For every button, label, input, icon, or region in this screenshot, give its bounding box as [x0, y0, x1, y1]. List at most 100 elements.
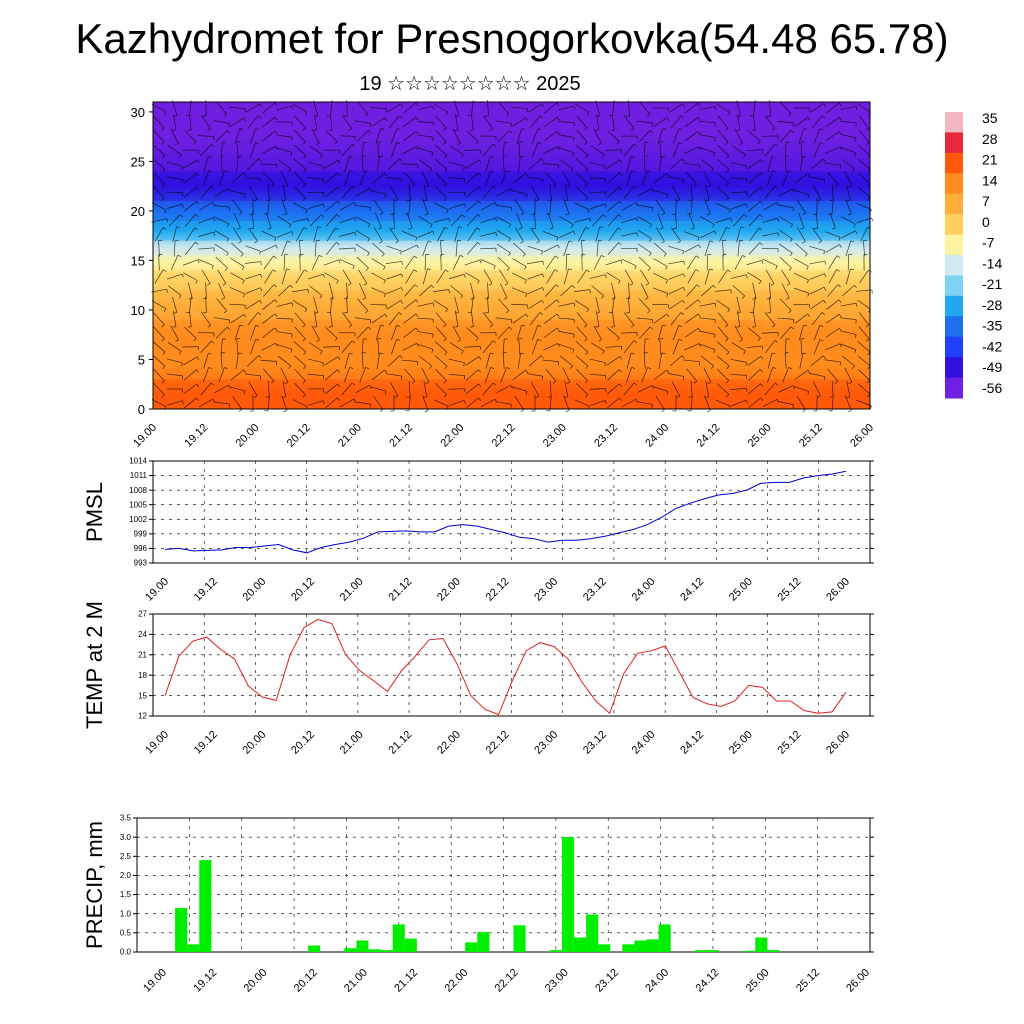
colorbar-label-5: 0: [982, 214, 990, 230]
wind-barb: [752, 296, 756, 313]
wind-barb-flag: [846, 396, 851, 398]
wind-barb: [201, 115, 211, 129]
wind-barb-flag: [504, 283, 509, 286]
precip-x-tick-0: 19.00: [141, 967, 169, 995]
wind-barb: [402, 230, 418, 238]
wind-barb: [215, 326, 228, 339]
wind-barb: [293, 355, 307, 367]
colorbar-swatch-11: [945, 336, 963, 358]
wind-barb-flag: [477, 214, 481, 218]
wind-barb-flag: [678, 339, 683, 341]
wind-barb-flag: [457, 339, 461, 342]
wind-barb-flag: [777, 232, 779, 237]
wind-barb-flag: [724, 324, 729, 328]
wind-barb-flag: [743, 350, 746, 355]
wind-barb-flag: [432, 137, 434, 142]
wind-barb-flag: [236, 227, 241, 230]
wind-barb-flag: [493, 382, 497, 386]
wind-barb-flag: [854, 349, 857, 354]
wind-barb-flag: [211, 144, 215, 148]
wind-barb: [558, 302, 575, 307]
wind-barb: [746, 259, 763, 266]
wind-barb: [699, 105, 716, 111]
wind-barb: [576, 129, 588, 143]
wind-barb-flag: [535, 395, 539, 399]
wind-barb: [361, 352, 364, 369]
wind-barb: [370, 287, 386, 295]
wind-barb: [542, 163, 559, 166]
wind-barb: [408, 198, 411, 215]
wind-barb: [668, 373, 684, 377]
wind-barb: [166, 161, 183, 167]
wind-barb-flag: [838, 102, 842, 107]
wind-barb-flag: [351, 340, 356, 344]
wind-barb: [655, 199, 666, 214]
wind-barb: [607, 214, 620, 227]
pmsl-ytick-3: 1002: [129, 515, 147, 524]
wind-barb: [401, 359, 418, 362]
wind-barb-flag: [478, 186, 482, 191]
wind-barb: [543, 313, 558, 324]
wind-barb: [218, 367, 225, 383]
wind-barb-flag: [525, 391, 528, 395]
colorbar-swatch-13: [945, 377, 963, 399]
wind-barb: [858, 129, 870, 143]
wind-barb: [185, 241, 196, 255]
wind-barb: [608, 227, 619, 242]
wind-barb: [294, 326, 306, 339]
wind-barb: [826, 102, 840, 114]
pmsl-x-tick-14: 26.00: [824, 576, 852, 604]
wind-barb-flag: [713, 152, 716, 157]
wind-barb-flag: [367, 238, 370, 242]
wind-barb: [499, 283, 508, 299]
wind-barb-flag: [725, 380, 729, 384]
wind-barb: [636, 317, 653, 320]
wind-barb: [717, 369, 729, 381]
wind-barb: [857, 172, 871, 185]
heatmap-ytick-4: 20: [131, 204, 145, 219]
wind-barb: [560, 284, 573, 297]
wind-barb-flag: [181, 400, 184, 405]
wind-barb-flag: [443, 380, 447, 384]
colorbar-swatch-10: [945, 316, 963, 338]
wind-barb-flag: [384, 172, 388, 177]
heatmap-x-tick-3: 20.12: [285, 422, 313, 450]
wind-barb: [341, 143, 353, 157]
wind-barb: [624, 269, 634, 284]
wind-barb: [626, 353, 632, 369]
wind-barb-flag: [817, 199, 821, 202]
wind-barb: [637, 188, 652, 197]
wind-barb: [562, 367, 571, 383]
wind-barb-flag: [273, 284, 277, 288]
wind-barb: [250, 339, 256, 355]
wind-barb: [840, 106, 857, 110]
colorbar-swatch-0: [945, 112, 963, 133]
wind-barb: [329, 310, 333, 327]
wind-barb-flag: [636, 232, 638, 237]
wind-barb-flag: [736, 312, 741, 314]
wind-barb: [527, 260, 543, 265]
wind-barb-flag: [163, 111, 167, 116]
wind-barb: [465, 159, 480, 169]
wind-barb-flag: [566, 185, 571, 188]
wind-barb: [375, 212, 382, 228]
wind-barb: [403, 116, 417, 128]
wind-barb-flag: [257, 115, 262, 119]
wind-barb-flag: [505, 113, 510, 117]
wind-barb: [358, 269, 368, 284]
wind-barb: [704, 198, 711, 214]
wind-barb: [715, 217, 731, 224]
wind-barb-flag: [633, 340, 638, 344]
wind-barb: [166, 400, 183, 406]
wind-barb-flag: [728, 209, 731, 213]
wind-barb-flag: [255, 128, 260, 131]
wind-barb: [636, 204, 653, 208]
wind-barb: [482, 312, 494, 326]
wind-barb: [263, 368, 275, 382]
wind-barb-flag: [194, 227, 198, 230]
wind-barb: [189, 296, 192, 313]
wind-barb-flag: [161, 380, 165, 384]
wind-barb: [152, 144, 166, 156]
wind-barb: [495, 204, 512, 208]
wind-barb-flag: [398, 312, 403, 315]
